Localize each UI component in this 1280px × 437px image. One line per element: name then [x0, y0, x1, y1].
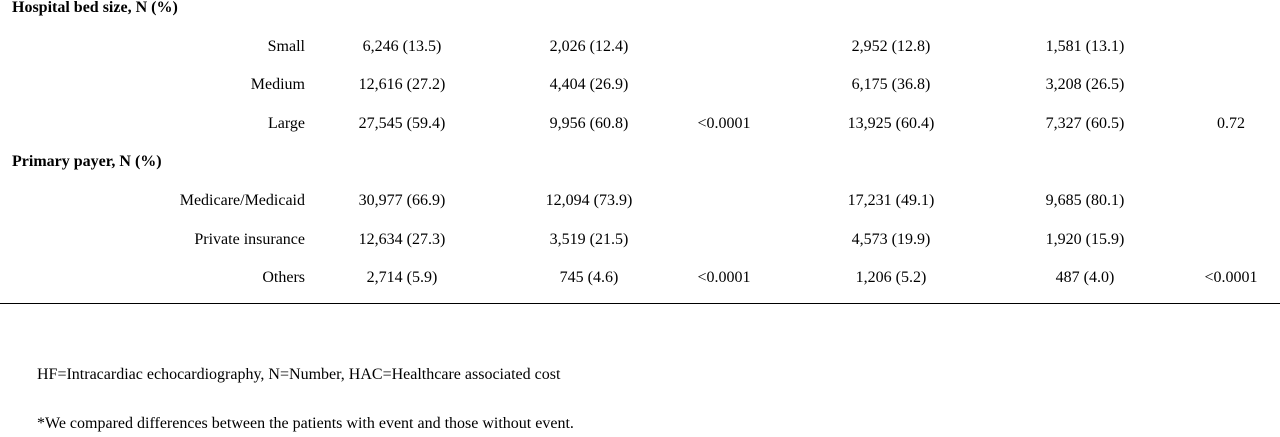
cell: 3,519 (21.5) — [549, 230, 629, 248]
cell: 745 (4.6) — [559, 269, 619, 287]
cell: 17,231 (49.1) — [847, 192, 935, 209]
cell: 6,175 (36.8) — [851, 76, 931, 94]
row-label: Medium — [250, 76, 305, 94]
p-value: 0.72 — [1217, 114, 1245, 132]
row-label: Others — [262, 269, 305, 287]
cell: 12,616 (27.2) — [358, 76, 446, 94]
cell: 1,581 (13.1) — [1045, 37, 1125, 55]
cell: 12,634 (27.3) — [358, 230, 446, 248]
row-label: Medicare/Medicaid — [179, 192, 305, 209]
p-value: <0.0001 — [697, 114, 751, 132]
row-label: Private insurance — [194, 230, 305, 248]
cell: 4,573 (19.9) — [851, 230, 931, 248]
cell: 3,208 (26.5) — [1045, 76, 1125, 94]
cell: 27,545 (59.4) — [358, 114, 446, 132]
cell: 2,952 (12.8) — [851, 37, 931, 55]
footnote: HF=Intracardiac echocardiography, N=Numb… — [37, 366, 561, 383]
row-label: Large — [267, 114, 305, 132]
cell: 30,977 (66.9) — [358, 192, 446, 209]
cell: 9,956 (60.8) — [549, 114, 629, 132]
cell: 4,404 (26.9) — [549, 76, 629, 94]
row-label: Small — [267, 37, 305, 55]
cell: 9,685 (80.1) — [1045, 192, 1125, 209]
cell: 2,714 (5.9) — [366, 269, 438, 287]
table-rule — [0, 303, 1280, 304]
cell: 7,327 (60.5) — [1045, 114, 1125, 132]
section-title: Hospital bed size, N (%) — [12, 0, 178, 16]
section-title: Primary payer, N (%) — [12, 153, 162, 171]
cell: 1,920 (15.9) — [1045, 230, 1125, 248]
p-value: <0.0001 — [697, 269, 751, 287]
cell: 12,094 (73.9) — [545, 192, 633, 209]
cell: 1,206 (5.2) — [855, 269, 927, 287]
p-value: <0.0001 — [1204, 269, 1258, 287]
cell: 13,925 (60.4) — [847, 114, 935, 132]
cell: 2,026 (12.4) — [549, 37, 629, 55]
footnote: *We compared differences between the pat… — [37, 415, 574, 432]
cell: 487 (4.0) — [1055, 269, 1115, 287]
cell: 6,246 (13.5) — [362, 37, 442, 55]
